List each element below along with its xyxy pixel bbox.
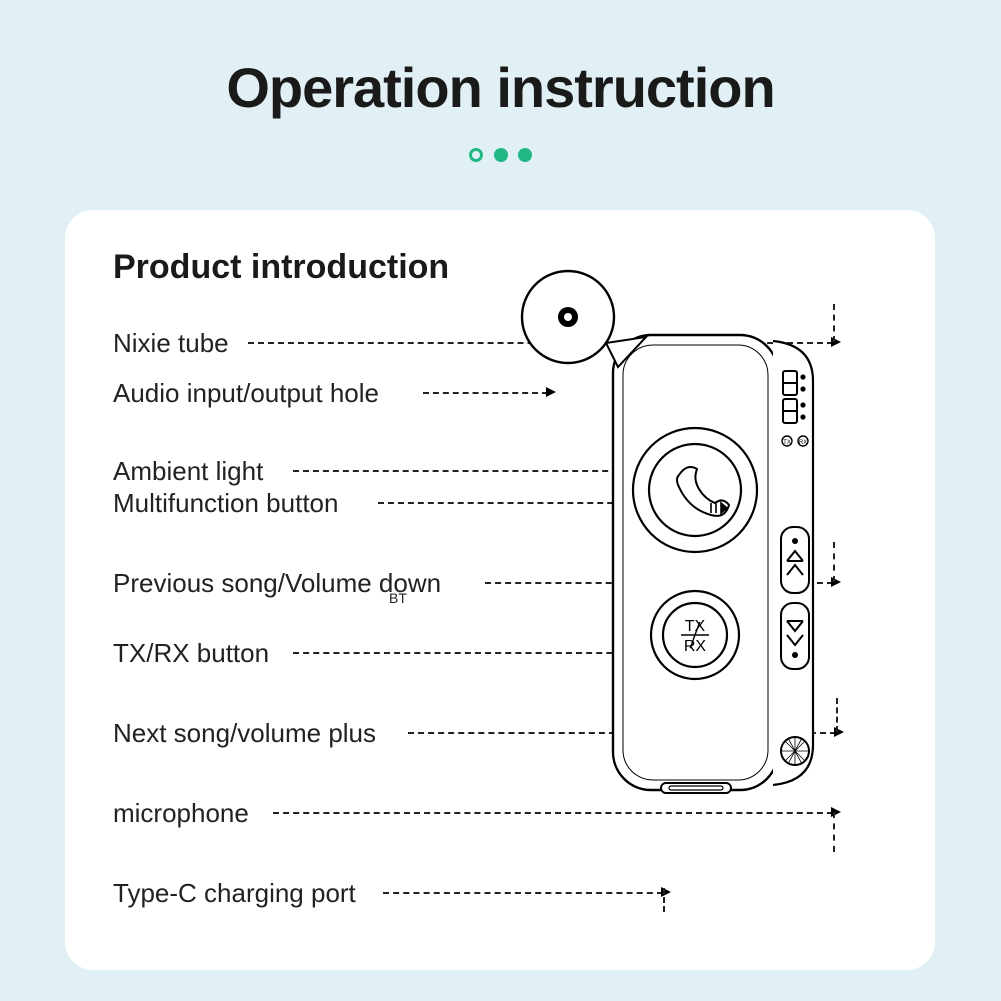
svg-text:RX: RX <box>799 440 807 446</box>
bt-label: BT <box>389 590 407 606</box>
device-body <box>613 335 778 790</box>
txrx-label-bottom: RX <box>684 638 707 655</box>
callout-label: Next song/volume plus <box>113 718 376 749</box>
leader-line <box>423 392 548 394</box>
leader-line <box>663 888 665 912</box>
leader-arrowhead <box>546 387 556 397</box>
prev-button <box>781 527 809 593</box>
callout-label: Type-C charging port <box>113 878 356 909</box>
device-illustration: TX RX <box>613 335 873 860</box>
leader-line <box>293 470 658 472</box>
type-c-port <box>661 783 731 793</box>
intro-card: Product introduction Nixie tube Audio inp… <box>65 210 935 970</box>
callout-label: Ambient light <box>113 456 263 487</box>
card-heading: Product introduction <box>113 248 915 287</box>
callout-label: TX/RX button <box>113 638 269 669</box>
dot-icon <box>494 148 508 162</box>
callout-label: Audio input/output hole <box>113 378 379 409</box>
page-title: Operation instruction <box>0 55 1001 120</box>
decorative-dots <box>0 148 1001 167</box>
dot-icon <box>518 148 532 162</box>
leader-line <box>383 892 663 894</box>
microphone-icon <box>781 737 809 765</box>
svg-text:TX: TX <box>783 440 791 446</box>
txrx-label-top: TX <box>685 618 706 635</box>
callout-label: Multifunction button <box>113 488 338 519</box>
next-button <box>781 603 809 669</box>
callout-label: Nixie tube <box>113 328 229 359</box>
callout-label: microphone <box>113 798 249 829</box>
dot-icon <box>469 148 483 162</box>
